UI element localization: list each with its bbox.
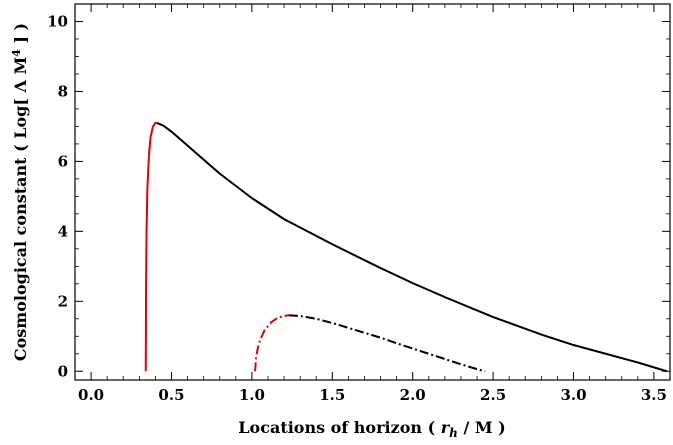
plot-frame — [74, 3, 671, 381]
x-tick-label: 3.0 — [560, 386, 586, 404]
x-tick-label: 2.5 — [480, 386, 506, 404]
x-tick-label: 1.0 — [239, 386, 265, 404]
y-tick-label: 0 — [58, 362, 68, 380]
y-tick-label: 6 — [58, 152, 68, 170]
x-tick-label: 3.5 — [641, 386, 667, 404]
y-axis-ticks: 0 2 4 6 8 10 — [47, 3, 670, 380]
y-axis-label: Cosmological constant ( Log[ Λ M4 ] ) — [10, 23, 30, 361]
y-tick-label: 4 — [58, 222, 68, 240]
series-line-4 — [288, 314, 486, 373]
series-line-3 — [254, 314, 290, 372]
x-axis-label: Locations of horizon ( rh / M ) — [238, 418, 505, 440]
x-tick-label: 0.5 — [158, 386, 184, 404]
y-tick-label: 8 — [58, 82, 68, 100]
x-axis-ticks: 0.0 0.5 1.0 1.5 2.0 2.5 3.0 3.5 — [74, 4, 671, 404]
x-tick-label: 1.5 — [319, 386, 345, 404]
y-tick-label: 2 — [58, 292, 68, 310]
x-tick-label: 2.0 — [400, 386, 426, 404]
series-line-1 — [144, 121, 158, 372]
y-tick-label: 10 — [47, 12, 68, 30]
series-line-2 — [156, 122, 668, 373]
series-layer — [144, 121, 668, 373]
x-tick-label: 0.0 — [78, 386, 104, 404]
